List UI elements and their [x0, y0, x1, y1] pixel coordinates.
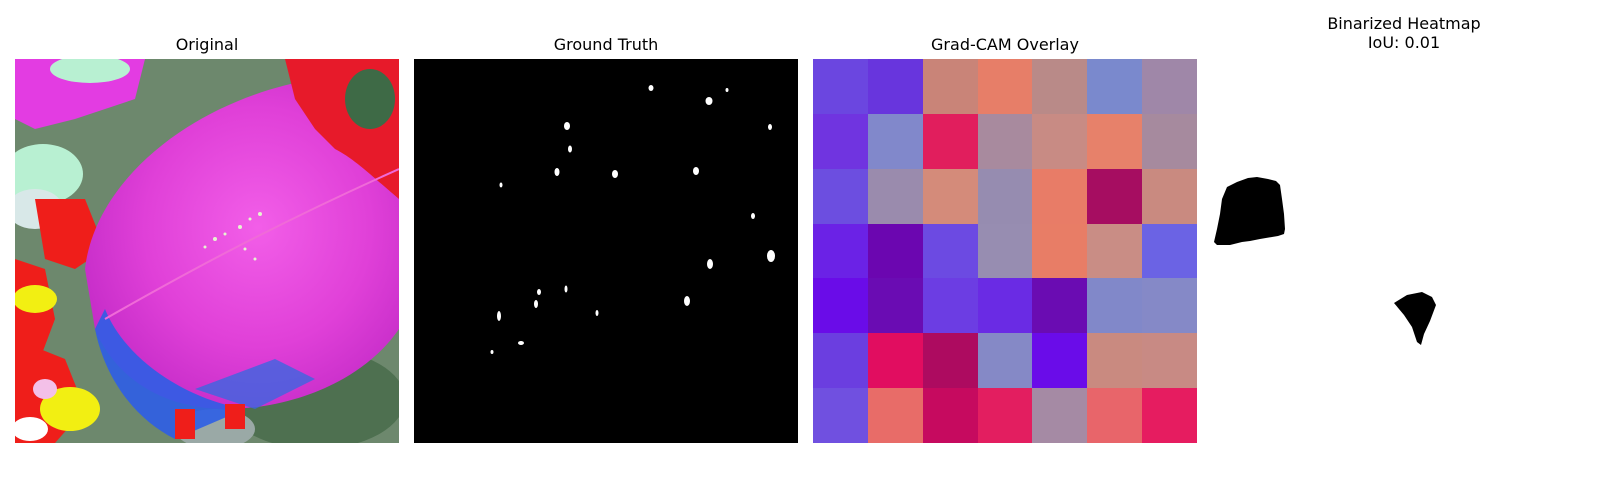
- binarized-region-right: [1394, 292, 1436, 345]
- gradcam-cell: [978, 333, 1032, 388]
- gradcam-cell: [813, 388, 868, 443]
- gradcam-cell: [923, 333, 978, 388]
- gradcam-cell: [1087, 388, 1142, 443]
- gradcam-cell: [868, 224, 923, 278]
- gradcam-overlay-title: Grad-CAM Overlay: [931, 35, 1079, 54]
- gradcam-cell: [978, 114, 1032, 169]
- gradcam-cell: [813, 169, 868, 224]
- gradcam-cell: [868, 114, 923, 169]
- gradcam-heatmap-grid: [813, 59, 1197, 443]
- ground-truth-title: Ground Truth: [553, 35, 659, 54]
- gradcam-cell: [1142, 333, 1197, 388]
- gradcam-cell: [813, 114, 868, 169]
- original-title: Original: [175, 35, 239, 54]
- gradcam-cell: [813, 59, 868, 114]
- gradcam-cell: [868, 59, 923, 114]
- gradcam-cell: [978, 59, 1032, 114]
- gradcam-cell: [923, 59, 978, 114]
- gradcam-cell: [868, 388, 923, 443]
- ground-truth-mask: [414, 59, 798, 443]
- original-leaf-image: [15, 59, 399, 443]
- gradcam-cell: [813, 278, 868, 333]
- gradcam-cell: [1142, 169, 1197, 224]
- gradcam-cell: [1142, 59, 1197, 114]
- gradcam-cell: [1087, 169, 1142, 224]
- gradcam-cell: [1032, 333, 1087, 388]
- gradcam-cell: [1087, 333, 1142, 388]
- gradcam-cell: [1142, 278, 1197, 333]
- gradcam-cell: [1032, 169, 1087, 224]
- gradcam-cell: [923, 169, 978, 224]
- binarized-heatmap-panel: [1212, 59, 1596, 443]
- gradcam-cell: [978, 224, 1032, 278]
- gradcam-cell: [923, 278, 978, 333]
- gradcam-cell: [978, 278, 1032, 333]
- iou-score-label: IoU: 0.01: [1367, 33, 1441, 52]
- gradcam-cell: [978, 169, 1032, 224]
- binarized-region-left: [1214, 177, 1285, 245]
- gradcam-cell: [1142, 114, 1197, 169]
- binarized-heatmap-mask: [1212, 59, 1596, 443]
- gradcam-cell: [1087, 278, 1142, 333]
- ground-truth-mask-panel: [414, 59, 798, 443]
- original-image-panel: [15, 59, 399, 443]
- gradcam-cell: [1142, 224, 1197, 278]
- gradcam-cell: [1087, 224, 1142, 278]
- gradcam-cell: [1032, 278, 1087, 333]
- gradcam-cell: [1032, 388, 1087, 443]
- gradcam-cell: [1032, 114, 1087, 169]
- gradcam-cell: [868, 169, 923, 224]
- gradcam-cell: [1032, 224, 1087, 278]
- binarized-heatmap-title-line1: Binarized Heatmap: [1327, 14, 1481, 33]
- gradcam-cell: [868, 278, 923, 333]
- gradcam-cell: [1142, 388, 1197, 443]
- gradcam-overlay-panel: [813, 59, 1197, 443]
- gradcam-cell: [923, 114, 978, 169]
- gradcam-cell: [923, 224, 978, 278]
- gradcam-cell: [1087, 59, 1142, 114]
- binarized-heatmap-title: Binarized Heatmap IoU: 0.01: [1212, 14, 1596, 52]
- gradcam-cell: [1032, 59, 1087, 114]
- gradcam-cell: [1087, 114, 1142, 169]
- gradcam-cell: [978, 388, 1032, 443]
- gradcam-cell: [923, 388, 978, 443]
- gradcam-cell: [813, 333, 868, 388]
- gradcam-cell: [813, 224, 868, 278]
- gradcam-cell: [868, 333, 923, 388]
